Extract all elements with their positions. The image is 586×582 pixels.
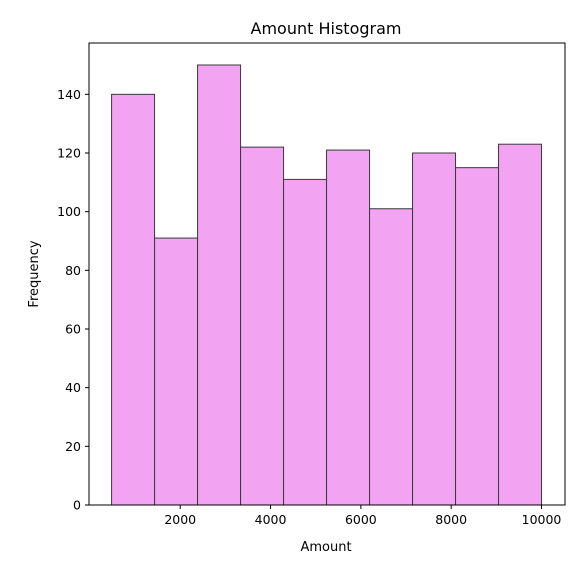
y-axis-ticks: 0 20 40 60 80 100 120 140 xyxy=(57,87,89,513)
y-tick-label: 0 xyxy=(73,498,81,513)
x-tick-label: 10000 xyxy=(522,512,562,527)
histogram-bar-10 xyxy=(498,143,543,506)
y-tick-label: 20 xyxy=(65,439,81,454)
chart-title: Amount Histogram xyxy=(251,19,402,38)
histogram-bar-1 xyxy=(111,93,156,506)
histogram-bar-7 xyxy=(369,208,414,506)
x-tick-label: 2000 xyxy=(164,512,196,527)
histogram-bar-6 xyxy=(326,149,371,506)
histogram-bar-8 xyxy=(412,152,457,506)
y-tick-label: 40 xyxy=(65,380,81,395)
y-tick-label: 80 xyxy=(65,263,81,278)
bars-group xyxy=(111,64,543,506)
y-tick-label: 120 xyxy=(57,146,81,161)
x-tick-label: 6000 xyxy=(345,512,377,527)
histogram-bar-4 xyxy=(240,146,285,506)
histogram-bar-3 xyxy=(197,64,242,506)
y-axis-label: Frequency xyxy=(27,240,42,307)
y-tick-label: 100 xyxy=(57,204,81,219)
x-axis-ticks: 2000 4000 6000 8000 10000 xyxy=(164,505,561,527)
histogram-bar-2 xyxy=(154,237,199,506)
plot-frame xyxy=(88,42,566,506)
x-axis-label: Amount xyxy=(300,540,351,555)
histogram-bar-9 xyxy=(455,167,500,506)
y-tick-label: 60 xyxy=(65,322,81,337)
y-tick-label: 140 xyxy=(57,87,81,102)
histogram-bar-5 xyxy=(283,178,328,506)
x-tick-label: 8000 xyxy=(435,512,467,527)
x-tick-label: 4000 xyxy=(255,512,287,527)
